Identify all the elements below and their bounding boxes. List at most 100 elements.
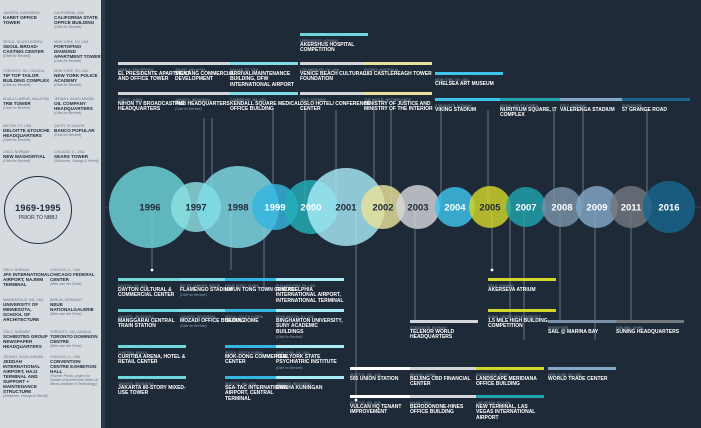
prior-project: MILTON, CT, USA DELOITTE &TOUCHE HEADQUAR… <box>3 124 51 142</box>
project-loc: THE HAGUE, NETHERLANDS <box>364 97 411 102</box>
project-loc: HONG KONG, CHINA <box>225 283 259 288</box>
project-loc: SEOUL, SOUTH KOREA <box>225 314 264 319</box>
prior-project: CHICAGO, IL, USA CONVENTION CENTRE EXHIBI… <box>50 355 98 386</box>
project-entry: SEATTLE, WA, USA VULCAN HQ TENANT IMPROVE… <box>350 395 420 416</box>
year-circle-2001 <box>307 168 385 246</box>
year-circle-2008 <box>542 187 582 227</box>
project-loc: JAKARTA, INDONESIA <box>180 314 216 319</box>
prior-item-loc: CHICAGO, IL, USA <box>50 355 81 359</box>
year-label-1997: 1997 <box>185 203 206 214</box>
project-color-bar <box>225 345 293 348</box>
project-entry: HONG KONG, CHINA KWUN TONG TOWN CENTRE <box>225 278 295 293</box>
project-color-bar <box>225 376 293 379</box>
prior-item-name: PORTOFINO DIAMOND APARTMENT TOWER <box>54 44 101 59</box>
project-loc: JAKARTA, INDONESIA <box>118 314 154 319</box>
project-loc: DAYTON, OH, USA <box>118 283 148 288</box>
project-entry: PHILADELPHIA, PA, USA PHILADELPHIA INTERN… <box>276 278 346 304</box>
project-entry: JAKARTA, INDONESIA GRAHA KUNINGAN <box>276 376 346 391</box>
project-loc: CURITIBA, BRAZIL <box>118 350 148 355</box>
project-loc: NEW YORK, NY, USA <box>548 372 582 377</box>
project-entry: LØRENSKOG, NORWAY AKERSHUS HOSPITAL COMPE… <box>300 33 378 54</box>
prior-project: SEOUL, SOUTH KOREA SEOUL BROAD-CASTING CE… <box>3 40 51 58</box>
prior-item-name: CALIFORNIA STATE OFFICE BUILDING <box>54 15 98 25</box>
prior-item-loc: BERLIN, GERMANY <box>50 298 83 302</box>
project-color-bar <box>350 367 418 370</box>
project-loc: SEATTLE, WA, USA <box>225 381 256 386</box>
year-label-2009: 2009 <box>586 203 607 214</box>
project-color-bar <box>276 345 344 348</box>
year-label-2000: 2000 <box>300 203 321 214</box>
project-entry: STAVANGER, NORWAY VIKING STADIUM <box>435 98 513 113</box>
project-loc: SEOUL, SOUTH KOREA <box>500 103 539 108</box>
prior-item-nt: (Skidmore, Owings & Merrill) <box>3 394 48 398</box>
prior-item-nt: (Mies van der Rohe) <box>50 312 82 316</box>
project-color-bar <box>488 278 556 281</box>
project-entry: LAS VEGAS, NV, USA NEW TERMINAL, LAS VEGA… <box>476 395 546 421</box>
project-entry: SINGAPORE 57 GRANGE ROAD <box>622 98 700 113</box>
project-loc: BEIJING, CHINA <box>410 372 436 377</box>
project-entry: JAKARTA, INDONESIA PMB HEADQUARTERS (Obie … <box>175 92 253 111</box>
project-name: KWUN TONG TOWN CENTRE <box>225 286 295 293</box>
project-name: ARRIVAL/MAINTENANCE BUILDING, DFW INTERN… <box>230 70 295 88</box>
prior-project: TORONTO, ON, CANADA TORONTO DOMINION CENT… <box>50 330 98 348</box>
project-name: NIHON TV BROADCASTING HEADQUARTERS <box>118 100 185 113</box>
project-loc: DUBAI, UNITED ARAB EMIRATES <box>488 314 541 319</box>
prior-project: CHICAGO, IL, USA SEARS TOWER (Skidmore, Ow… <box>54 150 102 163</box>
project-name: WORLD TRADE CENTER <box>548 375 608 382</box>
project-name: NEW TERMINAL, LAS VEGAS INTERNATIONAL AI… <box>476 403 536 421</box>
project-entry: OSLO, NORWAY OSLO HOTEL/ CONFERENCE CENTE… <box>300 92 378 113</box>
project-color-bar <box>300 33 368 36</box>
prior-item-name: OIL COMPANY HEADQUARTERS <box>54 101 93 111</box>
project-entry: SEOUL, SOUTH KOREA NURITKUM SQUARE, IT CO… <box>500 98 578 119</box>
year-circle-2016 <box>643 181 695 233</box>
project-name: BERODONONE-HINES OFFICE BUILDING <box>410 403 464 416</box>
prior-project: BERLIN, GERMANY NEUE NATIONALGALERIE (Mies… <box>50 298 98 316</box>
project-color-bar <box>276 376 344 379</box>
project-loc: DALLAS, TX, USA <box>230 67 259 72</box>
project-name: PHILADELPHIA INTERNATIONAL AIRPORT, INTE… <box>276 286 344 304</box>
project-color-bar <box>364 62 432 65</box>
year-label-2004: 2004 <box>444 203 466 214</box>
project-nt: (Obie for Beckett) <box>180 324 207 329</box>
project-loc: CAMBRIDGE, MA, USA <box>230 97 267 102</box>
year-circle-2009 <box>576 186 618 228</box>
project-entry: THE HAGUE, NETHERLANDS MINISTRY OF JUSTIC… <box>364 92 442 113</box>
project-name: SEOUL DOME <box>225 317 259 324</box>
project-name: 183 CASTLEREAGH TOWER <box>364 70 432 77</box>
panel-divider <box>101 0 105 428</box>
prior-item-name: JEDDAH INTERNATIONAL AIRPORT, HAJJ TERMI… <box>3 359 41 394</box>
project-name: VULCAN HQ TENANT IMPROVEMENT <box>350 403 402 416</box>
project-entry: NEW YORK, NY, USA CHELSEA ART MUSEUM <box>435 72 513 87</box>
prior-item-nt: (Obie for Beckett) <box>3 54 31 58</box>
prior-years-circle: 1969-1995 PRIOR TO NBBJ <box>4 176 72 244</box>
project-entry: JAKARTA, INDONESIA JAKARTA 80-STORY MIXED… <box>118 376 188 397</box>
project-name: MINISTRY OF JUSTICE AND MINISTRY OF THE … <box>364 100 433 113</box>
year-circle-1999 <box>252 184 298 230</box>
project-color-bar <box>276 309 344 312</box>
project-color-bar <box>548 320 616 323</box>
prior-item-loc: JAKARTA, INDONESIA <box>3 11 40 15</box>
prior-years-label: 1969-1995 <box>15 203 61 213</box>
project-entry: DALLAS, TX, USA ARRIVAL/MAINTENANCE BUILD… <box>230 62 308 88</box>
prior-item-name: CHICAGO FEDERAL CENTER <box>50 272 95 282</box>
year-label-2005: 2005 <box>479 203 501 214</box>
project-name: FLAMENGO STADIUM <box>180 286 233 293</box>
prior-item-name: BANCO POPULAR <box>54 128 95 133</box>
prior-item-name: NEW MASHORTIAL <box>3 154 46 159</box>
prior-item-loc: OSLO, NORWAY <box>3 150 30 154</box>
project-loc: SEATTLE, WA, USA <box>350 372 381 377</box>
project-loc: STAVANGER, NORWAY <box>410 325 447 330</box>
project-loc: RIO DE JANEIRO, BRAZIL <box>180 283 222 288</box>
year-label-1998: 1998 <box>227 203 248 214</box>
project-entry: OSLO, NORWAY AKERSEVA ATRIUM <box>488 278 558 293</box>
project-loc: LOS ANGELES, CA, USA <box>300 67 340 72</box>
project-color-bar <box>225 278 293 281</box>
project-color-bar <box>300 62 368 65</box>
project-color-bar <box>410 367 478 370</box>
year-label-2002: 2002 <box>372 203 393 214</box>
project-loc: BARCELONA, SPAIN <box>476 372 509 377</box>
prior-item-name: DELOITTE &TOUCHE HEADQUARTERS <box>3 128 50 138</box>
project-loc: OSLO, NORWAY <box>300 97 327 102</box>
project-loc: NEW YORK, NY, USA <box>276 350 310 355</box>
